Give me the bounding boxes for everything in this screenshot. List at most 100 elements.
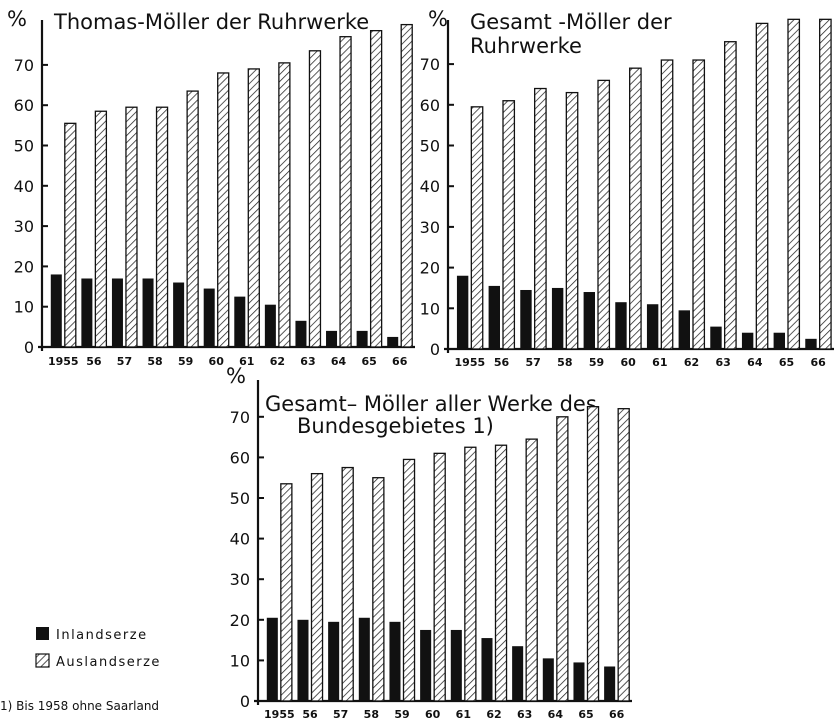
- x-tick-label: 65: [578, 708, 593, 721]
- bar-inlandserze: [142, 278, 154, 347]
- y-axis-unit-label: %: [7, 7, 27, 31]
- bar-inlandserze: [234, 296, 246, 347]
- chart-title-line: Thomas-Möller der Ruhrwerke: [53, 10, 369, 34]
- bar-inlandserze: [520, 289, 532, 349]
- bar-inlandserze: [805, 338, 817, 349]
- x-tick-label: 59: [394, 708, 409, 721]
- bar-inlandserze: [326, 330, 338, 347]
- bar-inlandserze: [328, 621, 340, 701]
- x-tick-label: 64: [331, 355, 347, 368]
- chart-title-line: Gesamt -Möller der: [470, 10, 672, 34]
- bar-auslandserze: [400, 23, 413, 348]
- bar-inlandserze: [551, 287, 564, 349]
- chart-panel-1: 0 10 20 30 40 50 60 70% Thomas-Möller der Ruhrwe…: [7, 7, 415, 368]
- bar-auslandserze: [787, 18, 801, 350]
- bar-auslandserze: [125, 106, 138, 348]
- x-tick-label: 63: [716, 356, 731, 369]
- y-tick-label: 40: [420, 177, 440, 196]
- footnote: 1) Bis 1958 ohne Saarland: [0, 699, 159, 713]
- x-tick-label: 58: [364, 708, 379, 721]
- y-tick-label: 50: [230, 489, 250, 508]
- x-tick-label: 63: [300, 355, 315, 368]
- bar-auslandserze: [64, 122, 77, 348]
- chart-title-line: Bundesgebietes 1): [297, 414, 494, 438]
- bar-inlandserze: [389, 621, 401, 701]
- y-axis-unit-label: %: [226, 364, 246, 388]
- bar-inlandserze: [81, 278, 93, 347]
- x-tick-label: 60: [209, 355, 225, 368]
- y-tick-label: 30: [14, 217, 34, 236]
- bar-auslandserze: [819, 18, 832, 350]
- bar-auslandserze: [502, 100, 516, 350]
- y-tick-label: 50: [14, 137, 34, 156]
- bar-auslandserze: [402, 458, 416, 702]
- y-tick-label: 0: [240, 692, 250, 711]
- y-tick-label: 40: [230, 530, 250, 549]
- bar-inlandserze: [450, 629, 462, 701]
- x-tick-label: 61: [456, 708, 471, 721]
- y-tick-label: 70: [14, 56, 34, 75]
- bar-auslandserze: [556, 416, 569, 702]
- y-tick-label: 70: [420, 55, 440, 74]
- y-tick-label: 20: [230, 611, 250, 630]
- bar-auslandserze: [310, 472, 324, 702]
- x-tick-label: 59: [178, 355, 193, 368]
- bar-auslandserze: [525, 438, 538, 702]
- y-tick-label: 60: [230, 448, 250, 467]
- x-tick-label: 57: [526, 356, 541, 369]
- bar-auslandserze: [341, 466, 354, 702]
- bar-auslandserze: [464, 446, 477, 702]
- bar-auslandserze: [660, 59, 674, 350]
- x-tick-label: 66: [609, 708, 625, 721]
- bar-inlandserze: [710, 326, 722, 349]
- bar-auslandserze: [586, 405, 600, 702]
- bar-inlandserze: [583, 292, 595, 349]
- y-tick-label: 40: [14, 177, 34, 196]
- bar-inlandserze: [173, 282, 185, 347]
- bar-auslandserze: [247, 68, 260, 348]
- bar-auslandserze: [692, 59, 706, 350]
- x-tick-label: 64: [747, 356, 763, 369]
- y-tick-label: 60: [420, 96, 440, 115]
- bar-auslandserze: [629, 67, 642, 350]
- bar-inlandserze: [266, 617, 278, 701]
- chart-panel-2: 0 10 20 30 40 50 60 70% Gesamt -Möller derRuhrwe…: [420, 7, 834, 369]
- bar-auslandserze: [94, 110, 108, 348]
- y-tick-label: 30: [230, 570, 250, 589]
- bar-auslandserze: [470, 106, 484, 350]
- x-tick-label: 58: [147, 355, 162, 368]
- x-tick-label: 62: [270, 355, 285, 368]
- y-tick-label: 20: [420, 259, 440, 278]
- y-tick-label: 20: [14, 257, 34, 276]
- y-tick-label: 10: [14, 298, 34, 317]
- bar-auslandserze: [186, 90, 199, 348]
- bar-auslandserze: [155, 106, 169, 348]
- bar-auslandserze: [597, 79, 611, 350]
- x-tick-label: 65: [361, 355, 376, 368]
- bar-auslandserze: [433, 452, 446, 702]
- bar-inlandserze: [615, 302, 627, 349]
- x-tick-label: 62: [684, 356, 699, 369]
- bar-auslandserze: [217, 72, 230, 348]
- bar-auslandserze: [369, 29, 383, 348]
- legend-label-inland: Inlandserze: [56, 628, 148, 643]
- y-tick-label: 0: [430, 340, 440, 359]
- y-tick-label: 10: [230, 651, 250, 670]
- bar-inlandserze: [573, 662, 585, 701]
- bar-inlandserze: [420, 629, 432, 701]
- bar-inlandserze: [488, 285, 500, 349]
- legend-swatch-ausland: [35, 653, 50, 668]
- x-tick-label: 60: [425, 708, 441, 721]
- chart-panel-3: 0 10 20 30 40 50 60 70% Gesamt– Möller aller Wer…: [226, 364, 632, 721]
- bar-auslandserze: [372, 477, 385, 702]
- bar-inlandserze: [50, 274, 62, 347]
- bar-inlandserze: [481, 638, 493, 701]
- bar-inlandserze: [387, 336, 399, 347]
- x-tick-label: 60: [621, 356, 637, 369]
- bar-inlandserze: [111, 278, 123, 347]
- x-tick-label: 63: [517, 708, 532, 721]
- x-tick-label: 1955: [264, 708, 295, 721]
- bar-auslandserze: [617, 408, 630, 702]
- chart-title-line: Gesamt– Möller aller Werke des: [265, 392, 597, 416]
